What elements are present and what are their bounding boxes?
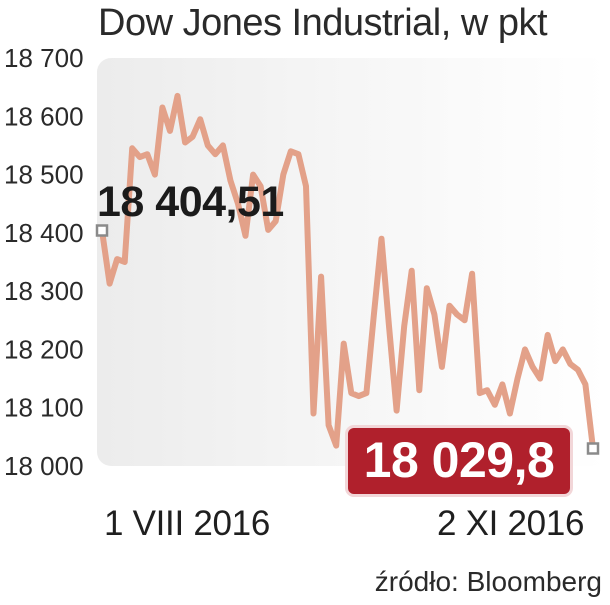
start-value-label: 18 404,51 — [97, 178, 284, 226]
y-tick-label: 18 500 — [4, 160, 84, 190]
end-point-marker — [586, 442, 600, 455]
x-tick-start: 1 VIII 2016 — [104, 504, 270, 543]
marker-group — [95, 224, 600, 455]
y-tick-label: 18 100 — [4, 393, 84, 423]
y-tick-label: 18 700 — [4, 43, 84, 73]
x-tick-end: 2 XI 2016 — [437, 504, 585, 543]
source-label: źródło: Bloomberg — [374, 566, 602, 597]
end-value-badge: 18 029,8 — [348, 428, 570, 494]
y-tick-label: 18 000 — [4, 451, 84, 481]
y-tick-label: 18 200 — [4, 334, 84, 364]
y-axis: 18 700 18 600 18 500 18 400 18 300 18 200 18 1… — [4, 43, 84, 481]
y-tick-label: 18 400 — [4, 218, 84, 248]
end-value-label: 18 029,8 — [363, 432, 555, 488]
y-tick-label: 18 300 — [4, 276, 84, 306]
series-group — [99, 92, 596, 452]
series-line — [99, 92, 596, 452]
chart-title: Dow Jones Industrial, w pkt — [98, 2, 548, 44]
start-point-marker — [95, 224, 109, 237]
y-tick-label: 18 600 — [4, 101, 84, 131]
